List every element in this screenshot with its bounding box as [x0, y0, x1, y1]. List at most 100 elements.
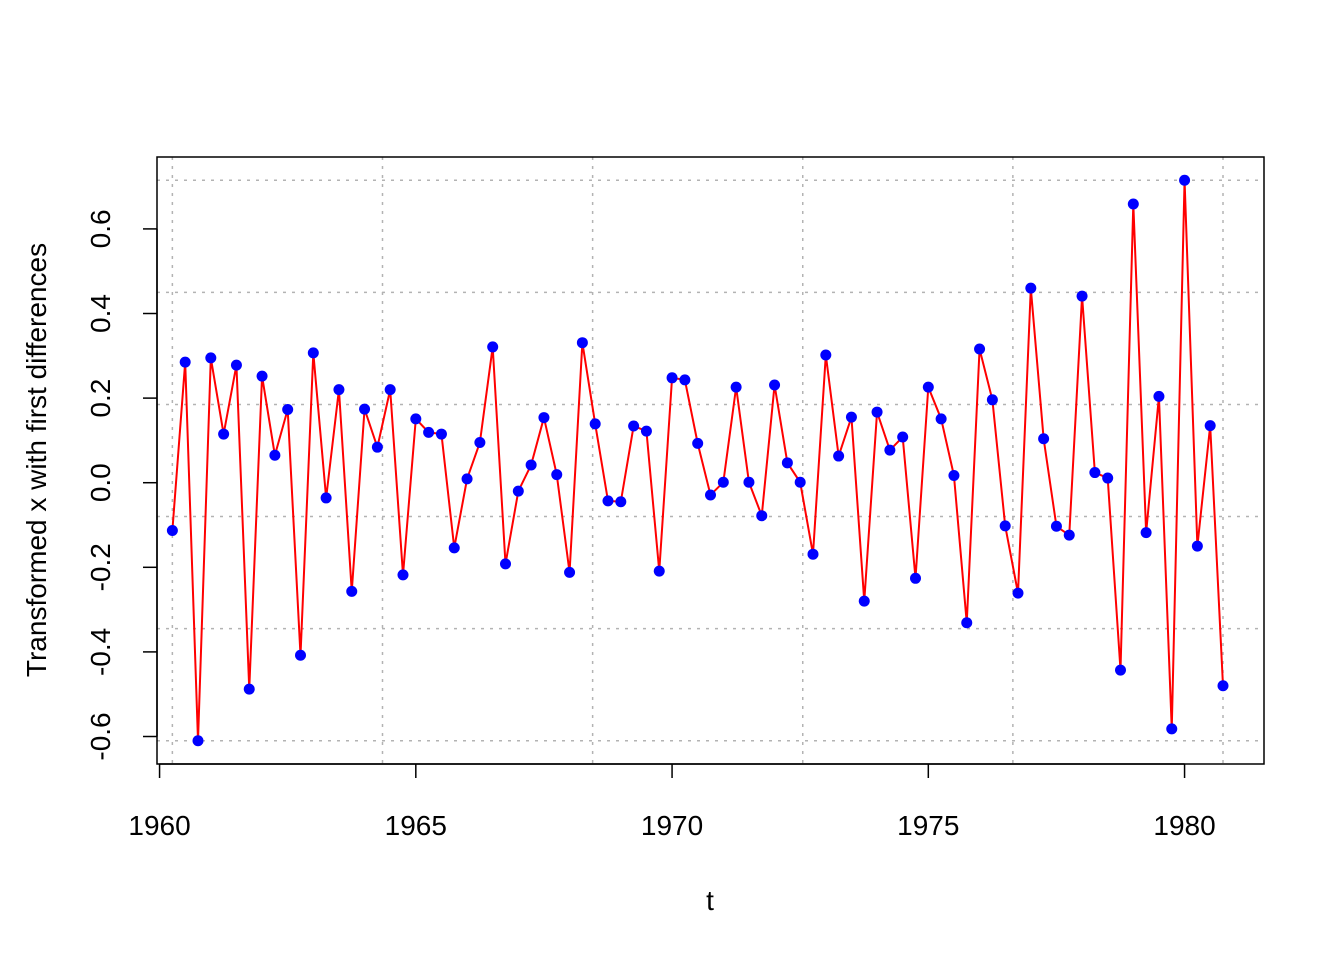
data-point [756, 510, 768, 522]
data-point [474, 437, 486, 449]
data-point [640, 425, 652, 437]
data-point [500, 558, 511, 570]
data-point [602, 495, 614, 507]
y-tick-label: 0.4 [85, 294, 116, 333]
data-point [692, 437, 704, 449]
data-point [359, 403, 371, 415]
data-point [397, 569, 409, 581]
data-point [564, 566, 576, 578]
y-tick-label: 0.6 [85, 209, 116, 248]
data-point [781, 457, 793, 469]
data-point [871, 406, 883, 418]
data-point [974, 343, 986, 355]
data-point [986, 394, 998, 406]
data-point [845, 411, 857, 423]
data-point [948, 470, 960, 482]
data-point [551, 469, 563, 481]
data-point [820, 349, 832, 361]
y-tick-label: -0.6 [85, 712, 116, 760]
data-point [1076, 290, 1088, 302]
data-point [1191, 540, 1203, 552]
y-tick-label: 0.2 [85, 379, 116, 418]
data-point [1179, 174, 1191, 186]
data-point [256, 370, 268, 382]
y-axis-label: Transformed x with first differences [21, 243, 52, 677]
x-tick-label: 1970 [641, 810, 703, 841]
data-point [858, 595, 870, 607]
data-point [346, 585, 358, 597]
data-point [384, 384, 396, 396]
data-point [628, 420, 640, 432]
data-point [230, 359, 242, 371]
data-point [807, 548, 819, 560]
data-point [1102, 472, 1114, 484]
data-point [538, 412, 550, 424]
data-point [999, 520, 1011, 532]
data-point [1063, 529, 1075, 541]
x-tick-label: 1965 [385, 810, 447, 841]
data-point [1166, 723, 1178, 735]
data-point [320, 492, 332, 504]
data-point [679, 374, 691, 386]
data-point [282, 404, 294, 416]
data-point [1089, 467, 1101, 479]
axes-layer: 1960 1965 1970 1975 1980 -0.6 -0.4 -0.2 0.0 0.2 0.… [85, 209, 1216, 841]
data-point [525, 459, 537, 471]
plot-frame [156, 156, 1265, 765]
data-point [705, 489, 716, 501]
y-tick-label: 0.0 [85, 463, 116, 502]
data-point [922, 381, 934, 393]
data-point [218, 428, 230, 440]
data-point [666, 372, 678, 384]
data-point [576, 337, 588, 349]
data-point [1217, 680, 1229, 692]
data-point [935, 413, 947, 425]
data-point [1012, 587, 1024, 599]
data-point [435, 428, 447, 440]
data-point [1050, 520, 1062, 532]
data-point [743, 476, 755, 488]
data-point [897, 431, 909, 443]
data-point [615, 496, 627, 508]
data-point [1038, 433, 1050, 445]
series-line [171, 180, 1224, 741]
x-tick-label: 1975 [897, 810, 959, 841]
data-point [884, 444, 896, 456]
data-point [1127, 198, 1139, 210]
data-point [512, 485, 524, 497]
y-tick-label: -0.2 [85, 543, 116, 591]
data-point [371, 441, 383, 453]
data-point [192, 735, 204, 747]
data-point [910, 572, 921, 584]
data-point [961, 617, 973, 629]
series-layer [166, 174, 1229, 747]
data-point [1140, 527, 1152, 539]
data-point [730, 381, 742, 393]
data-point [769, 379, 781, 391]
data-point [794, 476, 806, 488]
data-point [1025, 282, 1037, 294]
data-point [653, 565, 665, 577]
data-point [333, 384, 345, 396]
data-point [166, 525, 178, 537]
data-point [717, 476, 729, 488]
data-point [1204, 420, 1216, 432]
data-point [269, 449, 281, 461]
data-point [307, 347, 319, 359]
data-point [833, 450, 845, 462]
data-point [461, 473, 473, 485]
grid-layer [157, 157, 1264, 764]
data-point [410, 413, 422, 425]
data-point [1153, 390, 1165, 402]
data-point [243, 683, 255, 695]
data-point [487, 341, 499, 353]
data-point [295, 649, 306, 661]
data-point [589, 418, 601, 430]
data-point [423, 426, 435, 438]
data-point [1115, 664, 1126, 676]
x-tick-label: 1960 [128, 810, 190, 841]
data-point [448, 542, 460, 554]
x-axis-label: t [706, 885, 714, 916]
y-tick-label: -0.4 [85, 628, 116, 676]
